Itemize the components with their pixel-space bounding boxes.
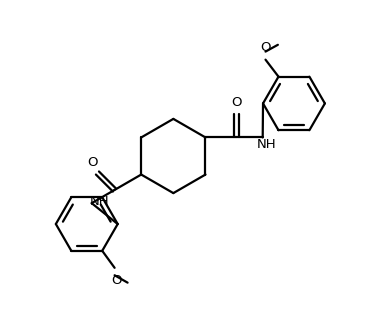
Text: O: O	[231, 96, 242, 109]
Text: NH: NH	[90, 195, 109, 208]
Text: O: O	[87, 156, 98, 169]
Text: O: O	[260, 41, 271, 54]
Text: NH: NH	[257, 138, 276, 151]
Text: O: O	[111, 274, 121, 287]
